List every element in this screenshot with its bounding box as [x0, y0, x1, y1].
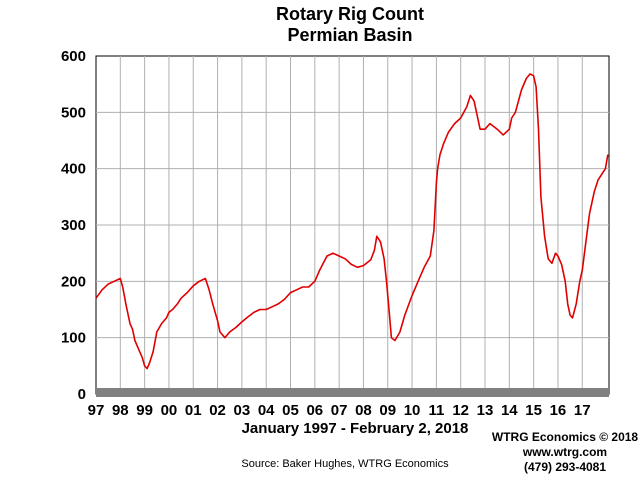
- x-axis-ticks: 97 98 99 00 01 02 03 04 05 06 07 08 09 10 11 12 13 14 15 16…: [88, 402, 591, 419]
- x-tick-label: 10: [404, 402, 421, 419]
- x-axis-label: January 1997 - February 2, 2018: [241, 420, 469, 437]
- x-tick-label: 13: [477, 402, 494, 419]
- chart-title: Rotary Rig Count: [276, 4, 424, 24]
- x-tick-label: 06: [306, 402, 323, 419]
- x-tick-label: 16: [550, 402, 567, 419]
- x-tick-label: 05: [282, 402, 299, 419]
- x-tick-label: 98: [112, 402, 129, 419]
- x-tick-label: 08: [355, 402, 372, 419]
- credit-block: WTRG Economics © 2018 www.wtrg.com (479)…: [490, 430, 640, 475]
- x-tick-label: 17: [574, 402, 591, 419]
- x-tick-label: 02: [209, 402, 226, 419]
- y-axis-ticks: 0 100 200 300 400 500 600: [61, 48, 86, 403]
- rig-count-line: [95, 73, 609, 370]
- x-tick-label: 00: [161, 402, 178, 419]
- chart-title-block: Rotary Rig Count Permian Basin: [0, 4, 640, 46]
- x-tick-label: 99: [136, 402, 153, 419]
- y-tick-label: 500: [61, 104, 86, 121]
- x-tick-label: 12: [452, 402, 469, 419]
- x-tick-label: 07: [331, 402, 348, 419]
- credit-website: www.wtrg.com: [522, 445, 608, 459]
- y-tick-label: 300: [61, 217, 86, 234]
- x-tick-label: 09: [379, 402, 396, 419]
- x-tick-label: 14: [501, 402, 518, 419]
- credit-phone: (479) 293-4081: [523, 460, 607, 474]
- y-tick-label: 600: [61, 48, 86, 65]
- y-tick-label: 400: [61, 161, 86, 178]
- x-axis-band: [96, 388, 609, 397]
- x-tick-label: 97: [88, 402, 105, 419]
- x-tick-label: 01: [185, 402, 202, 419]
- y-tick-label: 0: [78, 386, 86, 403]
- y-tick-label: 100: [61, 330, 86, 347]
- source-note: Source: Baker Hughes, WTRG Economics: [241, 458, 449, 470]
- credit-company: WTRG Economics © 2018: [491, 430, 639, 444]
- x-tick-label: 15: [525, 402, 542, 419]
- x-tick-label: 04: [258, 402, 275, 419]
- grid-lines: [96, 56, 609, 394]
- chart-subtitle: Permian Basin: [287, 25, 413, 45]
- x-tick-label: 11: [428, 402, 444, 419]
- x-tick-label: 03: [234, 402, 251, 419]
- y-tick-label: 200: [61, 273, 86, 290]
